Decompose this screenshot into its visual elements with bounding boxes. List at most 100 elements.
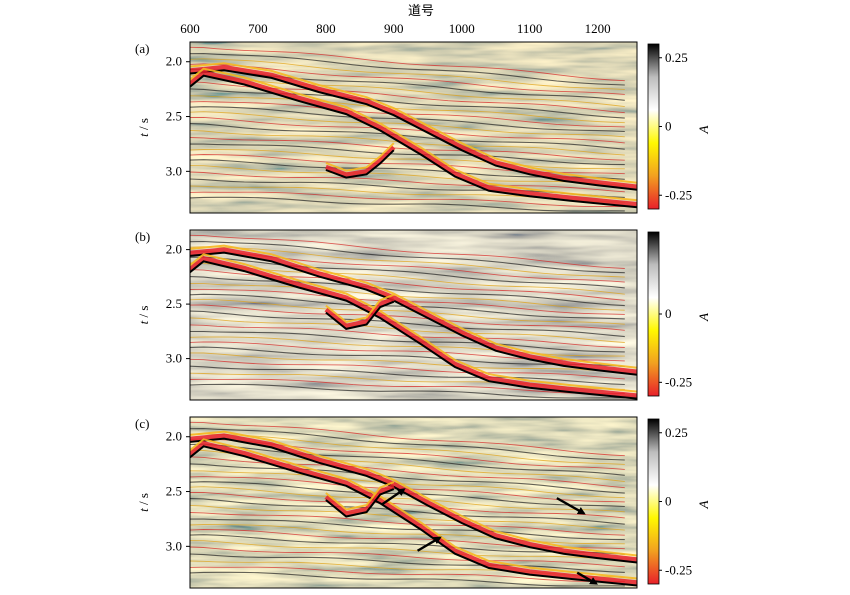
- reflector-line: [190, 282, 625, 311]
- annotation-arrow: [416, 536, 442, 552]
- reflector-line: [190, 143, 625, 166]
- reflector-line: [190, 336, 625, 357]
- colorbar-tick-label: -0.25: [665, 562, 692, 577]
- reflector-line: [190, 240, 625, 274]
- y-axis-symbol: t: [136, 508, 151, 512]
- reflector-line: [190, 433, 625, 465]
- y-tick-label: 2.0: [166, 429, 182, 444]
- reflector-line: [190, 191, 625, 208]
- y-axis-unit: s: [136, 493, 151, 498]
- colorbar-tick-label: 0: [665, 119, 672, 134]
- reflector-line: [190, 352, 625, 374]
- x-tick-label: 600: [180, 21, 200, 36]
- horizon-red: [190, 440, 637, 585]
- colorbar: [647, 231, 660, 397]
- reflector-line: [190, 63, 625, 95]
- y-axis-unit: s: [136, 306, 151, 311]
- x-tick-label: 900: [384, 21, 404, 36]
- plot-frame: [189, 229, 638, 401]
- colorbar-title: A: [696, 125, 711, 134]
- reflector-group: [190, 46, 637, 212]
- reflector-line: [190, 428, 625, 461]
- reflector-line: [190, 553, 625, 573]
- x-tick-label: 1200: [585, 21, 611, 36]
- horizon-black: [190, 437, 637, 564]
- colorbar-tick-label: 0.25: [665, 425, 688, 440]
- colorbar-tick-label: 0.25: [665, 50, 688, 65]
- y-tick-label: 2.5: [166, 109, 182, 124]
- y-tick-label: 3.0: [166, 163, 182, 178]
- horizon-black: [190, 74, 637, 209]
- reflector-line: [190, 88, 625, 119]
- reflector-line: [190, 310, 625, 338]
- annotation-arrow: [380, 488, 406, 506]
- horizon-red: [324, 484, 395, 516]
- horizon-black: [190, 69, 637, 191]
- reflector-line: [190, 276, 625, 307]
- reflector-line: [190, 421, 625, 457]
- reflector-line: [190, 288, 625, 315]
- y-tick-label: 2.0: [166, 54, 182, 69]
- y-axis-separator: /: [136, 123, 151, 133]
- reflector-line: [190, 304, 625, 331]
- y-axis-title: t / s: [136, 306, 151, 325]
- horizon-yellow: [325, 293, 395, 323]
- colorbar-title: A: [696, 313, 711, 322]
- panel-a: (a) 2.0 2.5 3.0 t / s 0.25 0 -0.25 A: [135, 41, 711, 214]
- reflector-line: [190, 330, 625, 353]
- reflector-line: [190, 58, 625, 90]
- colorbar-tick-label: -0.25: [665, 187, 692, 202]
- y-axis-symbol: t: [136, 133, 151, 137]
- panel-label: (c): [135, 416, 149, 431]
- horizon-yellow: [190, 67, 637, 202]
- reflector-group: [190, 234, 637, 400]
- y-axis-title: t / s: [136, 118, 151, 137]
- y-tick-label: 3.0: [166, 538, 182, 553]
- reflector-line: [190, 171, 625, 193]
- reflector-line: [190, 137, 625, 161]
- y-tick-label: 3.0: [166, 351, 182, 366]
- reflector-line: [190, 246, 625, 278]
- horizon-yellow: [325, 142, 395, 172]
- panel-c: (c) 2.0 2.5 3.0 t / s 0.25 0 -0.25 A: [135, 416, 711, 589]
- reflector-line: [190, 53, 625, 86]
- reflector-line: [190, 365, 625, 386]
- y-tick-label: 2.0: [166, 242, 182, 257]
- y-tick-label: 2.5: [166, 484, 182, 499]
- reflector-line: [190, 524, 625, 545]
- reflector-line: [190, 463, 625, 494]
- reflector-line: [190, 498, 625, 525]
- horizon-black: [190, 445, 637, 587]
- plot-frame: [189, 416, 638, 589]
- reflector-line: [190, 95, 625, 124]
- panel-b: (b) 2.0 2.5 3.0 t / s 0 -0.25 A: [135, 229, 711, 401]
- reflector-line: [190, 116, 625, 144]
- horizon-red: [325, 145, 396, 177]
- reflector-line: [190, 486, 625, 513]
- horizon-yellow: [190, 244, 637, 369]
- reflector-line: [190, 443, 625, 476]
- reflector-line: [190, 566, 625, 583]
- y-axis-title: t / s: [136, 493, 151, 512]
- y-axis-unit: s: [136, 118, 151, 123]
- plot-frame: [189, 41, 638, 214]
- colorbar-tick-label: 0: [665, 306, 672, 321]
- horizon-red: [190, 255, 637, 398]
- x-axis-top: 600 700 800 900 1000 1100 1200: [180, 21, 610, 36]
- reflector-line: [190, 571, 625, 587]
- reflector-line: [190, 512, 625, 536]
- horizon-yellow: [190, 438, 637, 580]
- x-tick-label: 700: [248, 21, 268, 36]
- horizon-black: [325, 488, 395, 518]
- colorbar: [647, 43, 660, 210]
- annotation-arrow: [576, 571, 598, 585]
- reflector-line: [190, 165, 625, 187]
- reflector-line: [190, 111, 625, 138]
- reflector-line: [190, 540, 625, 562]
- reflector-line: [190, 196, 625, 212]
- colorbar: [647, 418, 660, 585]
- x-tick-label: 1100: [517, 21, 543, 36]
- x-tick-label: 1000: [449, 21, 475, 36]
- reflector-line: [190, 546, 625, 568]
